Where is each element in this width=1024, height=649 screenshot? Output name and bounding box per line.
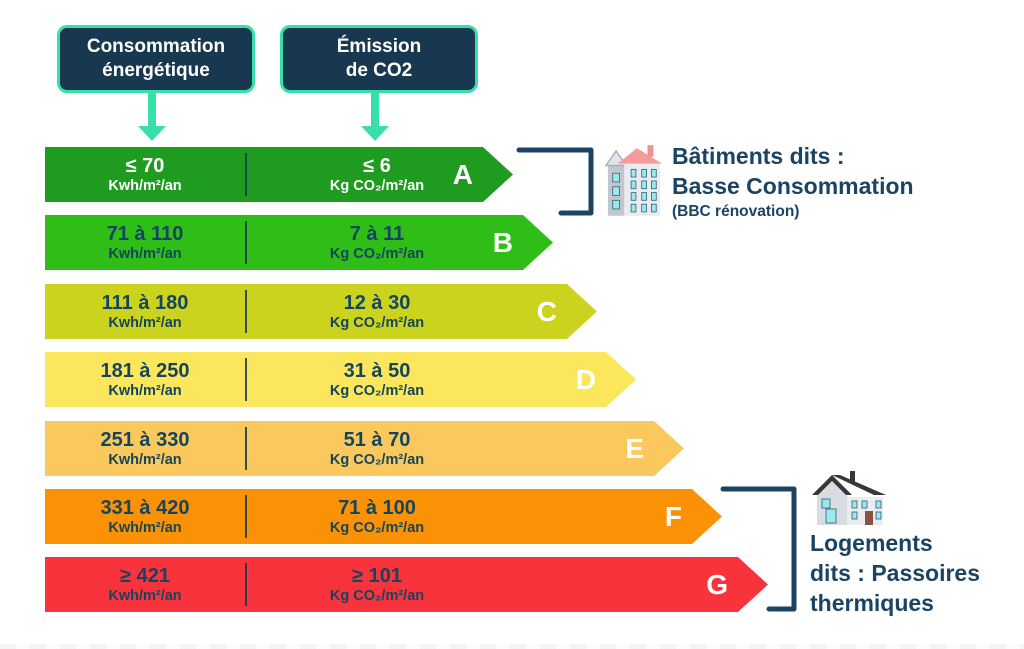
cropped-content-strip	[0, 644, 1024, 649]
energy-value: 331 à 420	[100, 496, 190, 519]
header-line: Émission	[336, 36, 422, 58]
co2-column: 31 à 50 Kg CO₂/m²/an	[247, 352, 507, 407]
column-divider	[245, 563, 247, 606]
label-line: Basse Consommation	[672, 173, 914, 199]
co2-column: 51 à 70 Kg CO₂/m²/an	[247, 421, 507, 476]
apartment-building-icon	[605, 145, 663, 216]
energy-value: ≤ 70	[125, 154, 165, 177]
co2-value: 12 à 30	[343, 291, 411, 314]
header-line: Consommation	[86, 36, 226, 58]
energy-column: 331 à 420 Kwh/m²/an	[45, 489, 245, 544]
house-icon	[812, 471, 886, 525]
bracket-classes-ab	[516, 147, 594, 216]
class-letter: C	[536, 295, 557, 327]
label-subline: (BBC rénovation)	[672, 203, 800, 220]
co2-unit: Kg CO₂/m²/an	[329, 177, 425, 194]
column-divider	[245, 495, 247, 538]
energy-column: 111 à 180 Kwh/m²/an	[45, 284, 245, 339]
energy-value: ≥ 421	[120, 564, 170, 587]
co2-unit: Kg CO₂/m²/an	[329, 314, 425, 331]
co2-value: 51 à 70	[343, 428, 411, 451]
class-letter: G	[706, 568, 728, 600]
energy-unit: Kwh/m²/an	[108, 177, 182, 194]
energy-class-bar: 71 à 110 Kwh/m²/an 7 à 11 Kg CO₂/m²/an B	[45, 215, 553, 270]
class-letter: B	[492, 226, 513, 258]
co2-unit: Kg CO₂/m²/an	[329, 451, 425, 468]
energy-class-bar: 251 à 330 Kwh/m²/an 51 à 70 Kg CO₂/m²/an…	[45, 421, 684, 476]
arrow-head	[361, 126, 389, 141]
co2-unit: Kg CO₂/m²/an	[329, 519, 425, 536]
column-divider	[245, 290, 247, 333]
co2-value: 7 à 11	[349, 222, 405, 245]
energy-class-bar: ≥ 421 Kwh/m²/an ≥ 101 Kg CO₂/m²/an G	[45, 557, 768, 612]
co2-unit: Kg CO₂/m²/an	[329, 382, 425, 399]
header-line: énergétique	[102, 60, 210, 81]
energy-column: ≥ 421 Kwh/m²/an	[45, 557, 245, 612]
energy-column: 251 à 330 Kwh/m²/an	[45, 421, 245, 476]
co2-emission-header-box: Émission de CO2	[280, 25, 478, 93]
co2-column: 71 à 100 Kg CO₂/m²/an	[247, 489, 507, 544]
arrow-head	[138, 126, 166, 141]
co2-value: 31 à 50	[343, 359, 411, 382]
energy-value: 71 à 110	[106, 222, 184, 245]
low-consumption-label: Bâtiments dits : Basse Consommation (BBC…	[672, 141, 914, 223]
energy-class-bar: ≤ 70 Kwh/m²/an ≤ 6 Kg CO₂/m²/an A	[45, 147, 513, 202]
co2-unit: Kg CO₂/m²/an	[329, 587, 425, 604]
energy-unit: Kwh/m²/an	[108, 382, 182, 399]
column-divider	[245, 221, 247, 264]
energy-column: 71 à 110 Kwh/m²/an	[45, 215, 245, 270]
co2-unit: Kg CO₂/m²/an	[329, 245, 425, 262]
energy-unit: Kwh/m²/an	[108, 314, 182, 331]
co2-column: ≥ 101 Kg CO₂/m²/an	[247, 557, 507, 612]
energy-unit: Kwh/m²/an	[108, 519, 182, 536]
arrow-shaft	[371, 92, 379, 128]
energy-consumption-header-box: Consommation énergétique	[57, 25, 255, 93]
column-divider	[245, 153, 247, 196]
energy-class-bar: 331 à 420 Kwh/m²/an 71 à 100 Kg CO₂/m²/a…	[45, 489, 722, 544]
energy-unit: Kwh/m²/an	[108, 451, 182, 468]
column-divider	[245, 358, 247, 401]
energy-value: 181 à 250	[100, 359, 190, 382]
co2-value: ≤ 6	[363, 154, 391, 177]
energy-column: 181 à 250 Kwh/m²/an	[45, 352, 245, 407]
co2-column: 12 à 30 Kg CO₂/m²/an	[247, 284, 507, 339]
class-letter: F	[664, 500, 682, 532]
label-line: Bâtiments dits :	[672, 143, 845, 169]
energy-class-bar: 181 à 250 Kwh/m²/an 31 à 50 Kg CO₂/m²/an…	[45, 352, 636, 407]
co2-value: 71 à 100	[338, 496, 416, 519]
co2-value: ≥ 101	[352, 564, 402, 587]
energy-unit: Kwh/m²/an	[108, 587, 182, 604]
down-arrow-icon	[138, 92, 166, 142]
energy-column: ≤ 70 Kwh/m²/an	[45, 147, 245, 202]
column-divider	[245, 427, 247, 470]
class-letter: A	[452, 158, 473, 190]
label-line: thermiques	[810, 590, 934, 616]
co2-column: 7 à 11 Kg CO₂/m²/an	[247, 215, 507, 270]
energy-value: 251 à 330	[100, 428, 190, 451]
energy-class-bar: 111 à 180 Kwh/m²/an 12 à 30 Kg CO₂/m²/an…	[45, 284, 597, 339]
arrow-shaft	[148, 92, 156, 128]
class-letter: D	[575, 363, 596, 395]
header-line: de CO2	[345, 60, 413, 81]
energy-value: 111 à 180	[101, 291, 189, 314]
label-line: Logements	[810, 530, 933, 556]
label-line: dits : Passoires	[810, 560, 981, 586]
energy-unit: Kwh/m²/an	[108, 245, 182, 262]
class-letter: E	[625, 432, 644, 464]
thermal-sieve-label: Logements dits : Passoires thermiques	[810, 528, 980, 618]
co2-column: ≤ 6 Kg CO₂/m²/an	[247, 147, 507, 202]
down-arrow-icon	[361, 92, 389, 142]
